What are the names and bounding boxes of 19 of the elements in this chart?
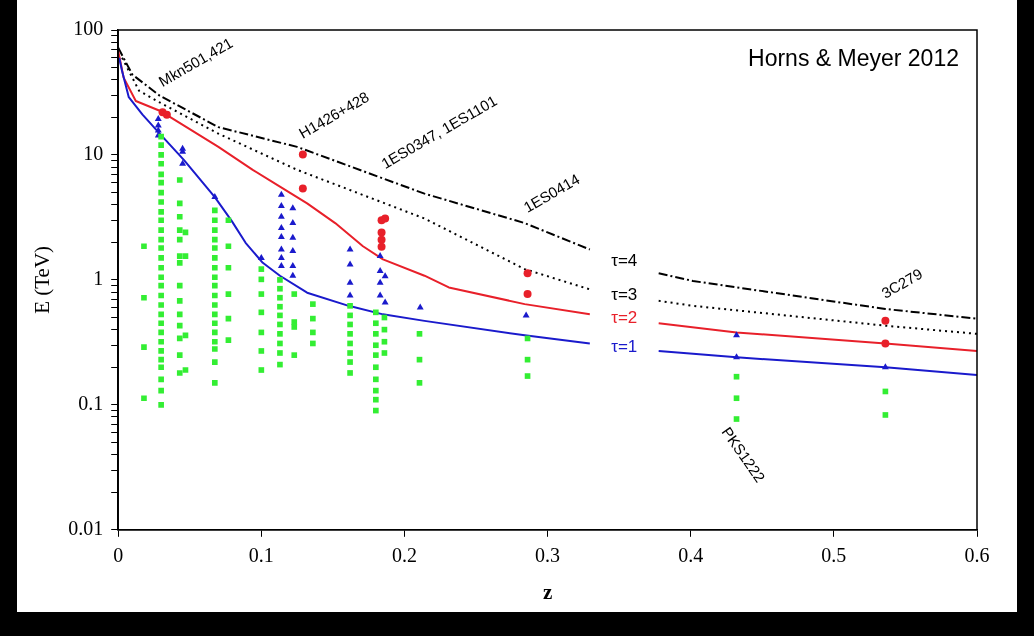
x-tick-label: 0.1 [248,544,274,567]
x-axis-title: z [542,579,553,604]
x-tick-label: 0.2 [391,544,417,567]
x-tick-label: 0.5 [821,544,847,567]
series-label: τ=3 [611,284,638,304]
x-tick-label: 0.6 [964,544,990,567]
series-label: τ=2 [611,308,638,328]
y-tick-label: 0.01 [68,517,104,540]
x-tick-label: 0.3 [535,544,561,567]
x-tick-label: 0 [113,544,124,567]
series-label: τ=4 [611,251,638,271]
y-tick-label: 0.1 [78,392,104,415]
y-tick-label: 100 [73,17,104,40]
y-tick-label: 10 [83,142,104,165]
series-label: τ=1 [611,336,638,356]
y-axis-title: E (TeV) [30,245,55,314]
y-tick-label: 1 [93,267,104,290]
annotation: Horns & Meyer 2012 [748,44,959,71]
x-tick-label: 0.4 [678,544,704,567]
